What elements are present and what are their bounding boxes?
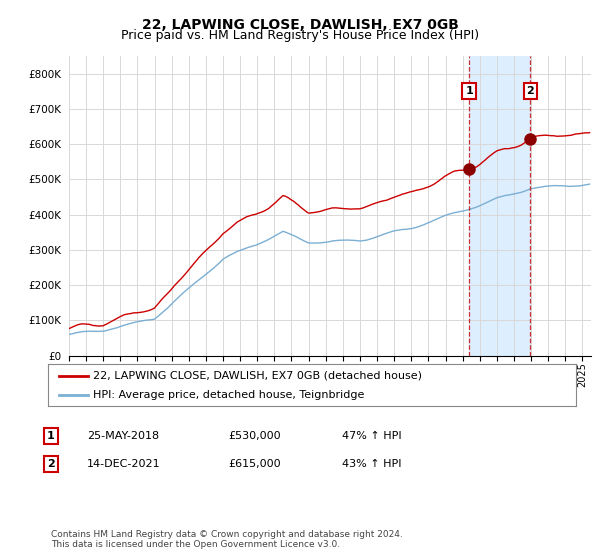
Bar <box>469 56 530 356</box>
Text: 1: 1 <box>47 431 55 441</box>
Text: Price paid vs. HM Land Registry's House Price Index (HPI): Price paid vs. HM Land Registry's House … <box>121 29 479 42</box>
Text: This data is licensed under the Open Government Licence v3.0.: This data is licensed under the Open Gov… <box>51 540 340 549</box>
Text: 2: 2 <box>47 459 55 469</box>
Text: 22, LAPWING CLOSE, DAWLISH, EX7 0GB: 22, LAPWING CLOSE, DAWLISH, EX7 0GB <box>142 18 458 32</box>
Text: 1: 1 <box>465 86 473 96</box>
Text: 47% ↑ HPI: 47% ↑ HPI <box>342 431 401 441</box>
Text: 2: 2 <box>527 86 534 96</box>
Text: 14-DEC-2021: 14-DEC-2021 <box>87 459 161 469</box>
Text: 43% ↑ HPI: 43% ↑ HPI <box>342 459 401 469</box>
Text: HPI: Average price, detached house, Teignbridge: HPI: Average price, detached house, Teig… <box>93 390 364 400</box>
Text: 25-MAY-2018: 25-MAY-2018 <box>87 431 159 441</box>
Text: £530,000: £530,000 <box>228 431 281 441</box>
Text: £615,000: £615,000 <box>228 459 281 469</box>
Text: 22, LAPWING CLOSE, DAWLISH, EX7 0GB (detached house): 22, LAPWING CLOSE, DAWLISH, EX7 0GB (det… <box>93 371 422 381</box>
Text: Contains HM Land Registry data © Crown copyright and database right 2024.: Contains HM Land Registry data © Crown c… <box>51 530 403 539</box>
